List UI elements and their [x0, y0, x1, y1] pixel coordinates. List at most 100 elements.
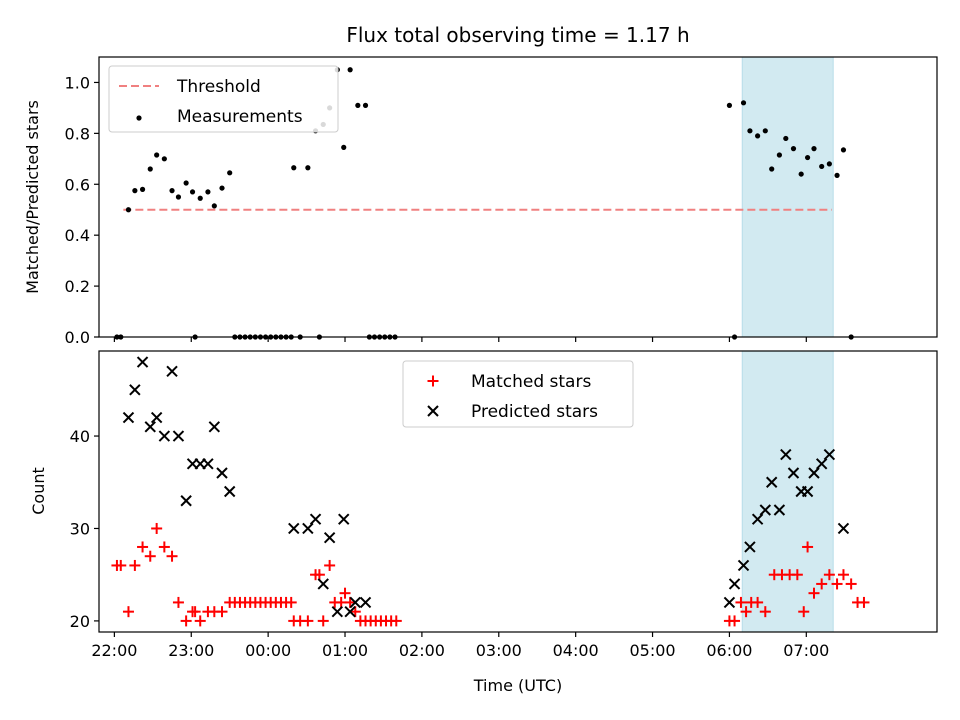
x-tick-label-1: 23:00 [168, 641, 214, 660]
measurements-point-53 [762, 128, 768, 134]
predicted-stars-point-17 [309, 513, 322, 525]
predicted-stars-point-15 [288, 522, 300, 535]
measurements-point-16 [219, 185, 225, 191]
measurements-point-9 [175, 194, 182, 200]
measurements-point-57 [790, 146, 797, 152]
matched-stars-point-13 [194, 615, 206, 627]
measurements-point-54 [769, 166, 775, 172]
bottom-legend-box [402, 360, 634, 428]
measurements-point-14 [205, 189, 211, 195]
x-tick-label-4: 02:00 [399, 641, 445, 660]
predicted-stars-point-5 [158, 430, 171, 442]
measurements-point-55 [776, 152, 782, 158]
bottom-y-tick-label-0: 20 [70, 612, 90, 631]
bottom-panel: 20 30 40 22:00 23:00 00:00 01:00 02:00 03:00 04:0… [70, 350, 938, 660]
predicted-stars-point-0 [122, 411, 135, 424]
matched-stars-point-16 [216, 606, 228, 618]
x-tick-label-2: 00:00 [245, 641, 291, 660]
predicted-stars-point-14 [223, 485, 236, 498]
top-y-axis-label: Matched/Predicted stars [23, 100, 42, 294]
top-legend-box [108, 65, 339, 133]
top-y-tick-label-1: 0.2 [65, 277, 90, 296]
measurements-point-32 [305, 165, 311, 171]
measurements-point-13 [197, 195, 203, 201]
measurements-point-15 [211, 203, 217, 209]
measurements-point-6 [154, 152, 160, 158]
predicted-stars-point-7 [172, 430, 185, 442]
x-tick-label-9: 07:00 [783, 641, 829, 660]
predicted-stars-point-34 [787, 467, 800, 479]
top-legend-label-0: Threshold [176, 77, 261, 97]
measurements-point-50 [740, 100, 747, 106]
predicted-stars-point-25 [723, 596, 736, 609]
predicted-stars-point-12 [208, 421, 221, 433]
x-tick-label-3: 01:00 [322, 641, 368, 660]
measurements-point-52 [755, 133, 761, 139]
measurements-point-5 [147, 166, 153, 172]
predicted-stars-point-28 [744, 541, 756, 553]
predicted-stars-point-2 [136, 356, 149, 368]
predicted-stars-point-37 [808, 467, 820, 479]
measurements-point-10 [183, 180, 189, 186]
x-tick-label-0: 22:00 [91, 641, 137, 660]
matched-stars-point-12 [189, 606, 201, 618]
x-tick-label-6: 04:00 [553, 641, 599, 660]
predicted-stars-point-3 [144, 421, 156, 433]
predicted-stars-point-23 [349, 596, 361, 609]
top-y-tick-label-2: 0.4 [65, 226, 90, 245]
matched-stars-point-32 [302, 615, 314, 627]
matched-stars-point-53 [740, 606, 752, 618]
x-tick-label-7: 05:00 [629, 641, 675, 660]
top-panel: 0.0 0.2 0.4 0.6 0.8 1.0 Threshold Measurements [65, 56, 938, 347]
chart-title: Flux total observing time = 1.17 h [346, 23, 689, 47]
bottom-legend-label-0: Matched stars [471, 372, 591, 392]
matched-stars-point-68 [845, 578, 857, 590]
predicted-stars-point-21 [338, 513, 350, 525]
matched-stars-point-6 [151, 522, 163, 534]
predicted-stars-point-31 [765, 476, 778, 488]
predicted-stars-point-16 [302, 522, 314, 535]
top-y-tick-label-5: 1.0 [65, 73, 90, 92]
measurements-point-11 [189, 189, 196, 195]
predicted-stars-point-29 [751, 513, 764, 525]
measurements-point-59 [804, 154, 811, 161]
measurements-point-51 [747, 128, 753, 134]
predicted-stars-point-26 [728, 578, 741, 590]
predicted-stars-point-40 [837, 522, 850, 535]
predicted-stars-point-38 [815, 458, 828, 470]
top-legend-marker-1 [136, 115, 142, 121]
matched-stars-point-65 [823, 569, 835, 581]
matched-stars-point-4 [137, 541, 149, 553]
measurements-point-3 [132, 188, 138, 194]
matched-stars-point-62 [802, 541, 814, 553]
matched-stars-point-1 [115, 559, 127, 571]
measurements-point-2 [125, 207, 132, 213]
bottom-legend-marker-0 [427, 375, 439, 387]
matched-stars-point-49 [390, 615, 402, 627]
matched-stars-point-55 [752, 596, 764, 608]
matched-stars-point-5 [144, 550, 156, 562]
matched-stars-point-70 [858, 596, 870, 608]
measurements-point-39 [347, 67, 353, 73]
matched-stars-point-67 [837, 569, 849, 581]
bottom-y-tick-label-2: 40 [70, 427, 90, 446]
predicted-stars-point-39 [823, 448, 836, 461]
predicted-stars-point-24 [359, 596, 372, 609]
bottom-legend: Matched stars Predicted stars [402, 360, 634, 428]
predicted-stars-point-36 [801, 485, 814, 498]
bottom-y-axis-label: Count [29, 467, 48, 515]
top-legend: Threshold Measurements [108, 65, 339, 133]
matched-stars-point-10 [180, 615, 192, 627]
measurements-point-61 [819, 163, 825, 170]
top-y-tick-label-4: 0.8 [65, 124, 90, 143]
predicted-stars-point-6 [166, 365, 178, 378]
measurements-point-41 [362, 102, 369, 108]
matched-stars-point-41 [349, 606, 361, 618]
predicted-stars-point-20 [331, 605, 344, 618]
matched-stars-point-61 [798, 606, 810, 618]
matched-stars-point-56 [759, 606, 771, 618]
top-y-tick-label-0: 0.0 [65, 328, 90, 347]
predicted-stars-point-13 [216, 467, 228, 479]
x-tick-label-5: 03:00 [476, 641, 522, 660]
predicted-stars-point-33 [780, 448, 792, 461]
